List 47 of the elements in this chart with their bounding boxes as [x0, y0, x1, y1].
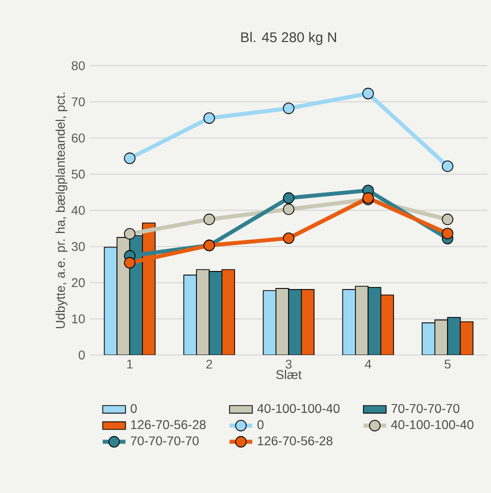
y-tick-label: 80 — [72, 61, 85, 70]
bar — [447, 316, 461, 355]
x-tick-label: 5 — [444, 360, 451, 369]
x-axis-title: Slæt — [276, 370, 302, 380]
y-tick-label: 0 — [78, 350, 85, 360]
y-tick-label: 50 — [72, 170, 85, 179]
legend-label: 126-70-56-28 — [258, 436, 332, 446]
y-tick-label: 70 — [72, 97, 85, 106]
point — [442, 214, 454, 226]
legend-label: 0 — [257, 420, 264, 430]
point — [203, 214, 215, 226]
x-tick-label: 1 — [127, 360, 133, 368]
point — [442, 160, 454, 172]
x-tick-label: 4 — [364, 360, 372, 368]
point — [442, 228, 454, 240]
point — [124, 228, 136, 240]
bar — [208, 271, 222, 355]
point — [124, 152, 136, 164]
y-tick-label: 40 — [71, 206, 85, 215]
point — [282, 102, 294, 114]
point — [124, 257, 136, 269]
point — [282, 204, 294, 215]
legend-label: 70-70-70-70 — [391, 404, 460, 413]
legend-label: 70-70-70-70 — [130, 436, 199, 446]
bar — [422, 322, 436, 355]
bar — [342, 289, 356, 355]
y-axis-title: Udbytte, a.e. pr. ha, bælgplanteandel, pct. — [56, 92, 68, 328]
x-tick-label: 3 — [286, 360, 292, 369]
y-tick-label: 20 — [72, 278, 85, 288]
bar — [183, 274, 197, 355]
x-tick-label: 2 — [206, 360, 212, 369]
legend-label: 0 — [130, 404, 137, 413]
point — [203, 112, 215, 124]
legend-label: 126-70-56-28 — [131, 420, 206, 430]
point — [362, 88, 374, 100]
legend-label: 40-100-100-40 — [257, 404, 340, 413]
y-tick-label: 30 — [72, 242, 85, 251]
y-tick-label: 60 — [72, 134, 85, 142]
chart-title: Bl. 45 280 kg N — [241, 32, 336, 45]
bar — [288, 289, 302, 355]
legend-label: 40-100-100-40 — [391, 420, 474, 430]
point — [282, 192, 294, 204]
bar — [368, 286, 382, 355]
point — [282, 232, 294, 244]
y-tick-label: 10 — [72, 314, 85, 324]
bar — [262, 290, 276, 355]
bar — [104, 246, 118, 355]
